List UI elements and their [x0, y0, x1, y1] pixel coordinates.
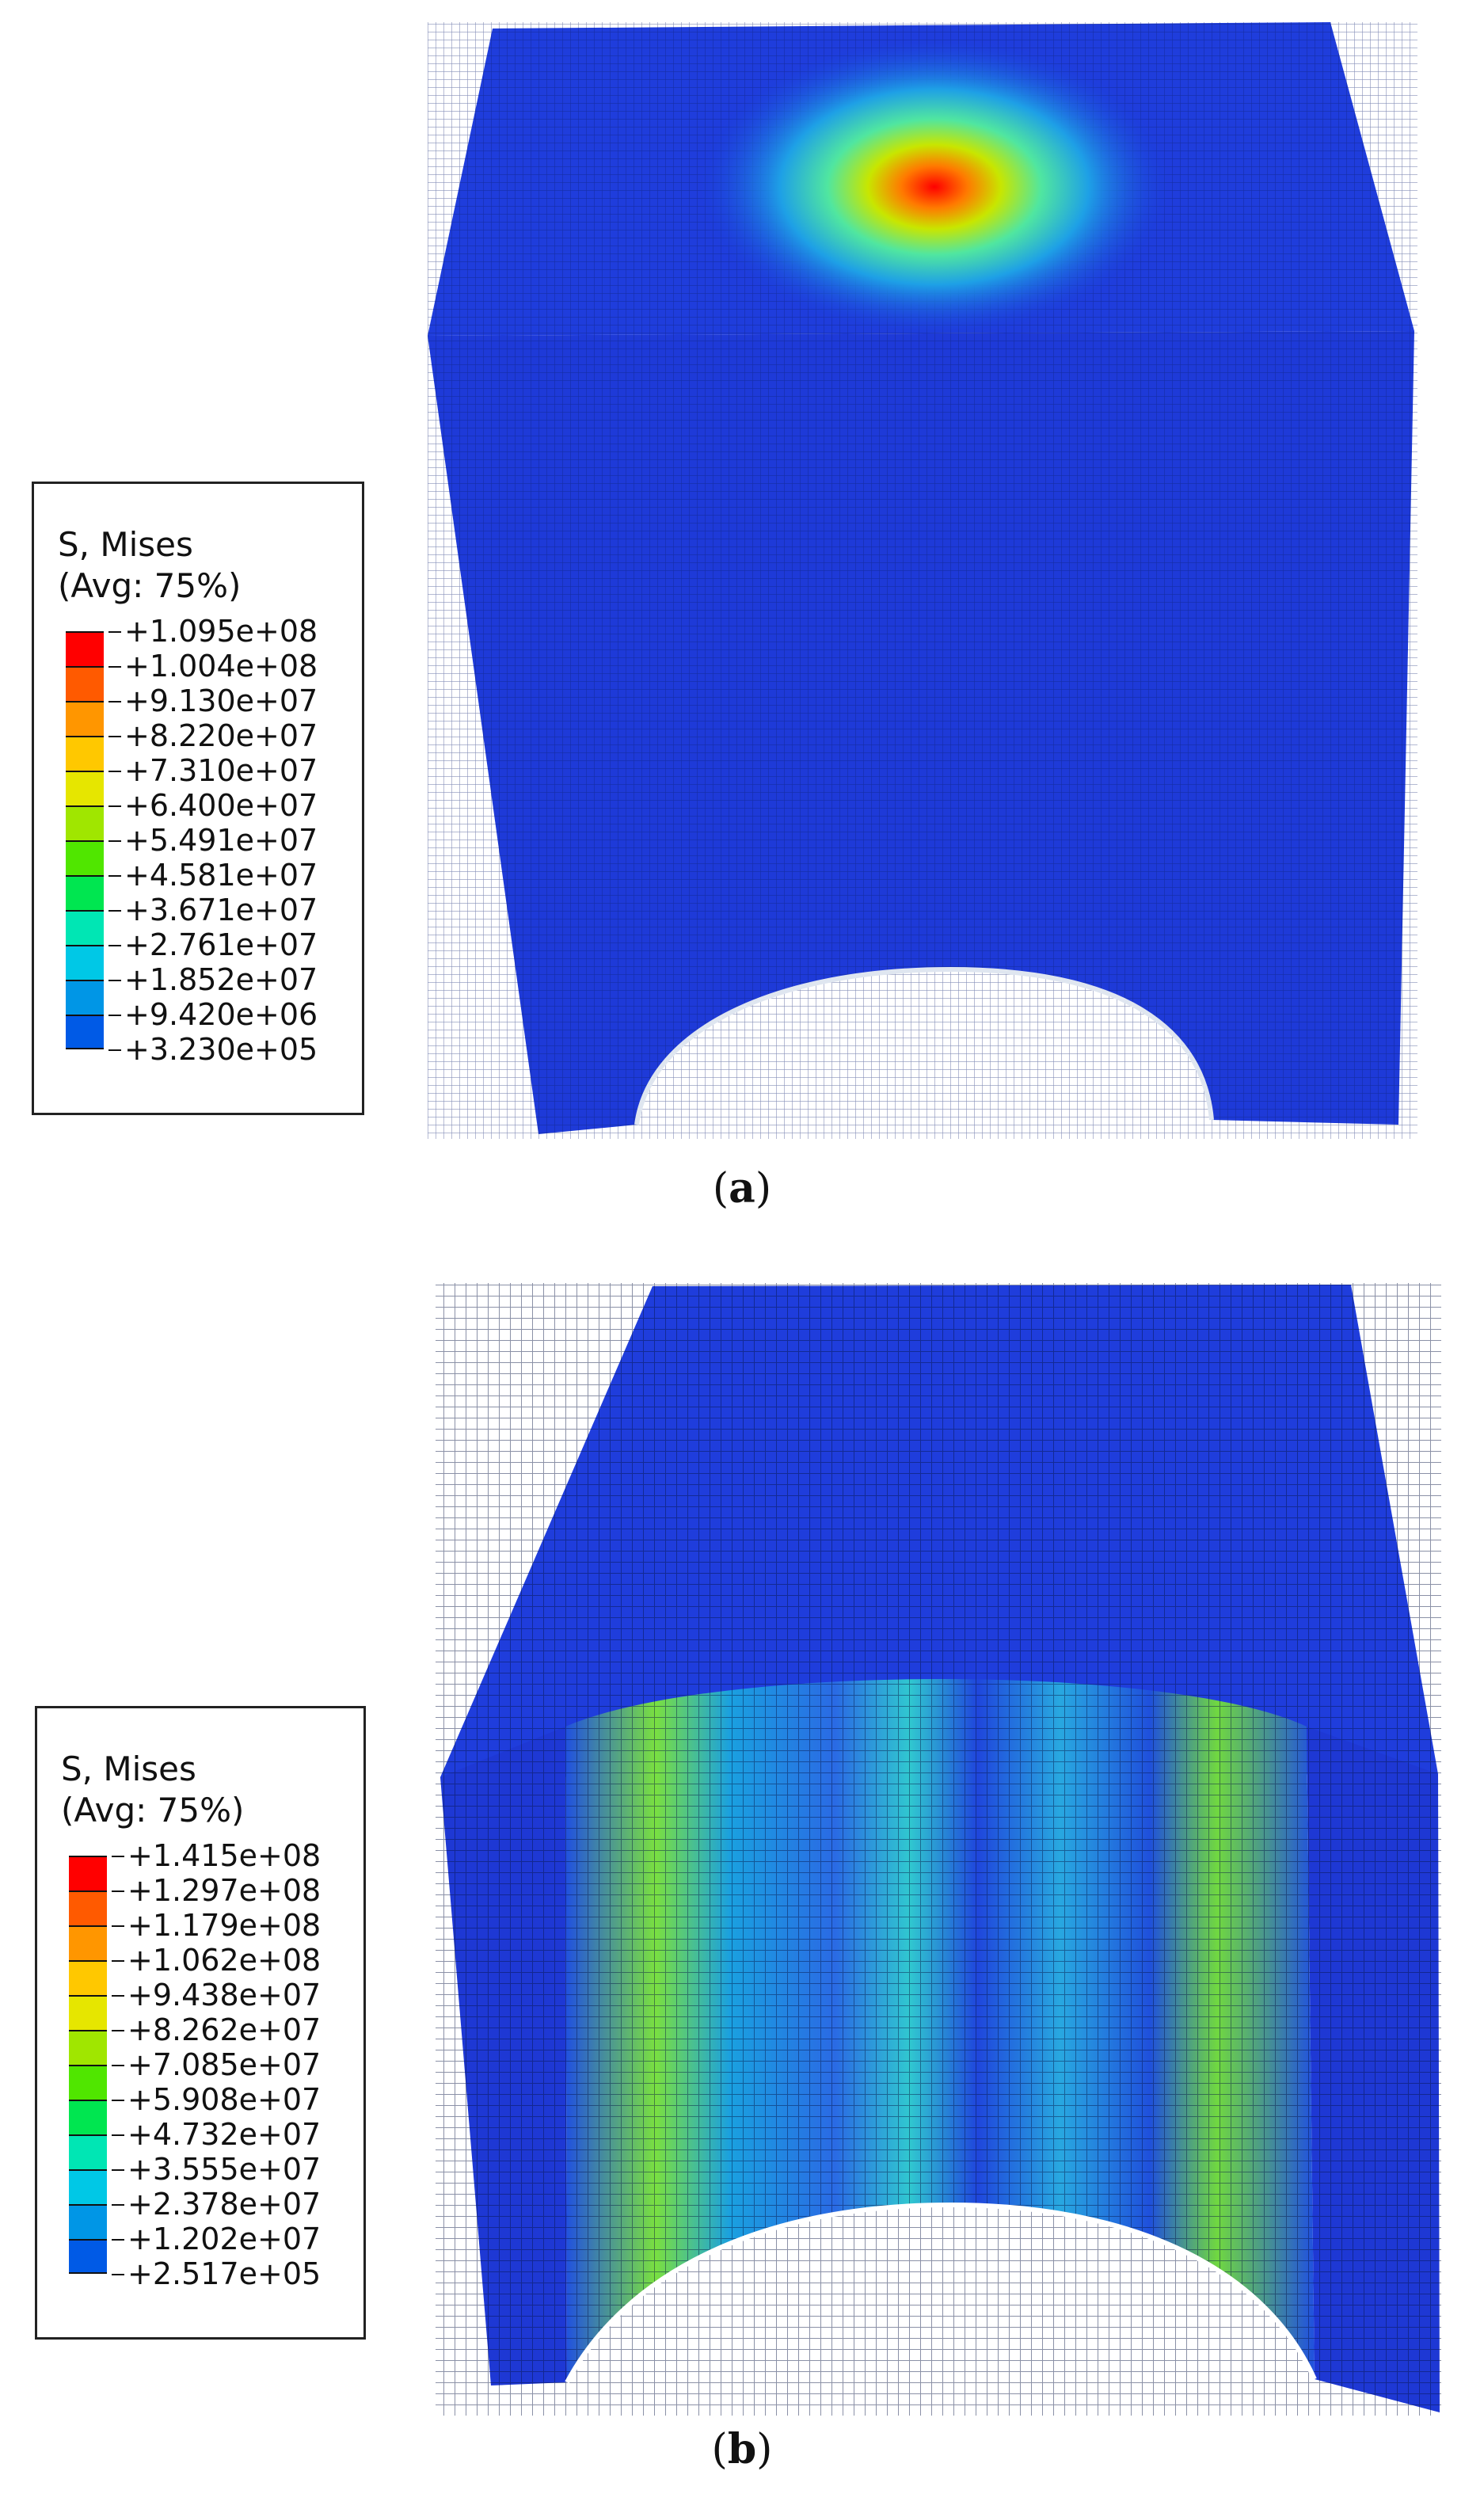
legend-b: S, Mises (Avg: 75%) +1.415e+08 +1.297e+08…: [35, 1706, 366, 2340]
legend-value: +7.085e+07: [112, 2047, 321, 2082]
legend-swatch: [69, 2030, 107, 2065]
legend-swatch: [66, 701, 104, 736]
legend-a-title: S, Mises: [58, 525, 193, 564]
legend-value: +8.220e+07: [108, 718, 318, 753]
legend-value: +8.262e+07: [112, 2012, 321, 2047]
legend-swatch: [66, 736, 104, 771]
legend-value: +1.004e+08: [108, 649, 318, 683]
legend-value: +1.297e+08: [112, 1873, 321, 1908]
caption-a: (a): [712, 1164, 772, 1213]
legend-b-subtitle: (Avg: 75%): [61, 1791, 245, 1830]
legend-swatch: [66, 840, 104, 875]
legend-a: S, Mises (Avg: 75%) +1.095e+08 +1.004e+08…: [32, 482, 364, 1115]
legend-swatch: [66, 771, 104, 805]
legend-value: +1.415e+08: [112, 1838, 321, 1873]
stress-contour-model-b: [436, 1283, 1441, 2416]
legend-swatch: [66, 945, 104, 980]
legend-swatch: [69, 1890, 107, 1925]
legend-value: +9.420e+06: [108, 997, 318, 1032]
legend-b-title: S, Mises: [61, 1750, 196, 1788]
legend-swatch: [69, 2239, 107, 2274]
legend-value: +5.908e+07: [112, 2082, 321, 2117]
legend-value: +2.761e+07: [108, 927, 318, 962]
legend-swatch: [69, 2204, 107, 2239]
caption-b: (b): [711, 2425, 773, 2473]
legend-swatch: [69, 1856, 107, 1890]
legend-swatch: [66, 1015, 104, 1049]
legend-value: +1.852e+07: [108, 962, 318, 997]
legend-value: +2.378e+07: [112, 2187, 321, 2222]
legend-value: +3.555e+07: [112, 2152, 321, 2187]
legend-value: +3.230e+05: [108, 1032, 318, 1067]
legend-swatch: [69, 1925, 107, 1960]
legend-b-colorbar: [69, 1856, 107, 2274]
legend-value: +1.202e+07: [112, 2222, 321, 2256]
legend-swatch: [66, 631, 104, 666]
legend-value: +9.130e+07: [108, 683, 318, 718]
legend-value: +1.095e+08: [108, 614, 318, 649]
legend-swatch: [66, 875, 104, 910]
legend-a-subtitle: (Avg: 75%): [58, 566, 242, 605]
legend-value: +6.400e+07: [108, 788, 318, 823]
legend-swatch: [69, 2169, 107, 2204]
legend-value: +4.581e+07: [108, 858, 318, 893]
legend-swatch: [66, 980, 104, 1015]
model-a-stress-hotspot: [697, 36, 1172, 337]
legend-swatch: [69, 2134, 107, 2169]
stress-contour-model-a: [428, 22, 1484, 1251]
legend-swatch: [66, 805, 104, 840]
legend-swatch: [69, 2065, 107, 2100]
legend-swatch: [66, 910, 104, 945]
legend-value: +2.517e+05: [112, 2256, 321, 2291]
legend-a-labels: +1.095e+08 +1.004e+08 +9.130e+07 +8.220e+07…: [108, 614, 318, 1067]
legend-value: +9.438e+07: [112, 1978, 321, 2012]
legend-value: +4.732e+07: [112, 2117, 321, 2152]
legend-swatch: [69, 1995, 107, 2030]
legend-value: +1.179e+08: [112, 1908, 321, 1943]
legend-value: +5.491e+07: [108, 823, 318, 858]
legend-value: +3.671e+07: [108, 893, 318, 927]
panel-a: S, Mises (Avg: 75%) +1.095e+08 +1.004e+08…: [0, 0, 1484, 1251]
legend-a-colorbar: [66, 631, 104, 1049]
legend-swatch: [69, 2100, 107, 2134]
legend-value: +1.062e+08: [112, 1943, 321, 1978]
legend-value: +7.310e+07: [108, 753, 318, 788]
legend-swatch: [69, 1960, 107, 1995]
legend-swatch: [66, 666, 104, 701]
legend-b-labels: +1.415e+08 +1.297e+08 +1.179e+08 +1.062e+08…: [112, 1838, 321, 2291]
panel-b: S, Mises (Avg: 75%) +1.415e+08 +1.297e+08…: [0, 1251, 1484, 2513]
